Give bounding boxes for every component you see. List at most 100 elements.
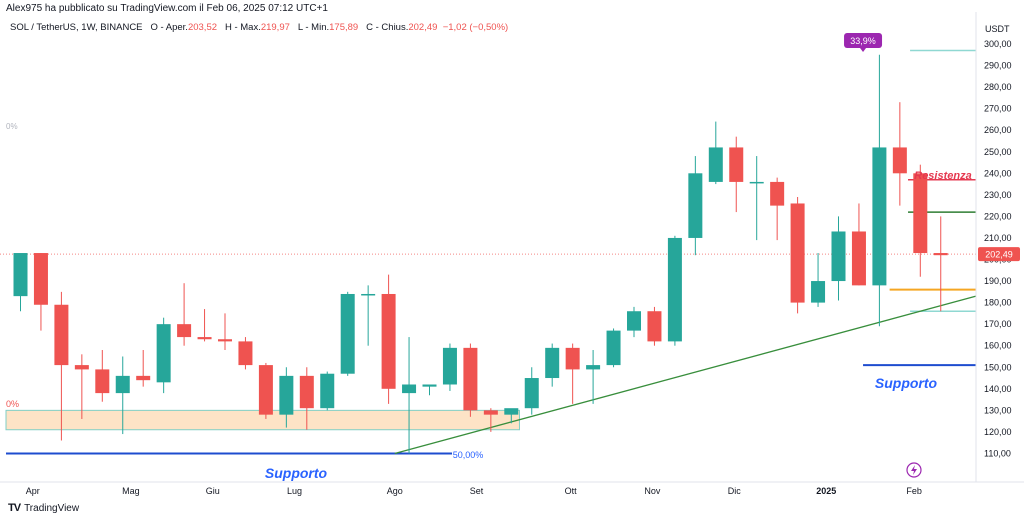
y-tick-label: 130,00 xyxy=(984,405,1012,415)
x-tick-label: Apr xyxy=(26,486,40,496)
symbol-name: SOL / TetherUS, 1W, BINANCE xyxy=(10,22,143,33)
close-value: 202,49 xyxy=(408,22,438,33)
candle-body xyxy=(13,253,28,297)
current-price-text: 202,49 xyxy=(985,250,1013,260)
candle-body xyxy=(483,410,498,415)
candle-body xyxy=(770,181,785,206)
high-label: H - Max. xyxy=(224,22,261,33)
tradingview-logo-icon: TV xyxy=(8,502,21,514)
candle-body xyxy=(606,330,621,366)
candle-body xyxy=(790,203,805,303)
candle-body xyxy=(74,365,89,370)
candle-body xyxy=(504,408,519,415)
footer-brand: TradingView xyxy=(24,502,80,514)
y-tick-label: 290,00 xyxy=(984,61,1012,71)
y-tick-label: 260,00 xyxy=(984,125,1012,135)
candle-body xyxy=(177,324,192,338)
low-value: 175,89 xyxy=(329,22,359,33)
candle-body xyxy=(463,347,478,411)
candle-body xyxy=(402,384,417,394)
footer: TV TradingView xyxy=(8,502,79,514)
candle-body xyxy=(422,384,437,387)
y-tick-label: 140,00 xyxy=(984,384,1012,394)
candle-body xyxy=(545,347,560,379)
percent-badge xyxy=(844,33,883,48)
candle-body xyxy=(586,365,601,370)
high-value: 219,97 xyxy=(260,22,290,33)
candle-body xyxy=(831,231,846,282)
candle-body xyxy=(115,375,130,394)
candle-body xyxy=(33,253,48,305)
x-tick-label: Lug xyxy=(287,486,302,496)
fib-label: 50,00% xyxy=(453,450,484,460)
y-tick-label: 270,00 xyxy=(984,104,1012,114)
x-tick-label: Feb xyxy=(906,486,922,496)
candle-body xyxy=(565,347,580,370)
close-label: C - Chius. xyxy=(366,22,409,33)
y-tick-label: 160,00 xyxy=(984,341,1012,351)
y-tick-label: 220,00 xyxy=(984,211,1012,221)
candle-body xyxy=(258,365,273,415)
candle-body xyxy=(749,181,764,184)
candle-body xyxy=(361,293,376,296)
symbol-legend: SOL / TetherUS, 1W, BINANCE O - Aper.203… xyxy=(10,22,508,33)
candle-body xyxy=(197,337,212,340)
candle-body xyxy=(279,375,294,415)
x-tick-label: 2025 xyxy=(816,486,836,496)
y-tick-label: 170,00 xyxy=(984,319,1012,329)
resistance-label: Resistenza xyxy=(914,170,971,182)
x-tick-label: Ago xyxy=(387,486,403,496)
candle-body xyxy=(136,375,151,381)
open-value: 203,52 xyxy=(187,22,218,33)
candle-body xyxy=(872,147,887,286)
candle-body xyxy=(340,293,355,374)
candle-body xyxy=(627,311,641,331)
current-price-tag xyxy=(978,247,1020,262)
candle-body xyxy=(913,173,928,254)
y-tick-label: 150,00 xyxy=(984,362,1012,372)
candle-body xyxy=(320,373,335,409)
y-tick-label: 300,00 xyxy=(984,39,1012,49)
y-tick-label: 240,00 xyxy=(984,168,1012,178)
candle-body xyxy=(442,347,457,385)
x-tick-label: Dic xyxy=(728,486,741,496)
candle-body xyxy=(811,281,826,303)
publisher-header: Alex975 ha pubblicato su TradingView.com… xyxy=(6,3,328,14)
y-tick-label: 250,00 xyxy=(984,147,1012,157)
x-tick-label: Nov xyxy=(644,486,661,496)
candle-body xyxy=(54,304,69,366)
candle-body xyxy=(524,378,539,409)
candle-body xyxy=(218,339,232,342)
candle-body xyxy=(892,147,907,174)
y-tick-label: 210,00 xyxy=(984,233,1012,243)
support-label-left: Supporto xyxy=(265,465,328,481)
open-label: O - Aper. xyxy=(150,22,188,33)
candle-body xyxy=(381,293,396,389)
candle-body xyxy=(95,369,110,394)
lightning-bolt-shape xyxy=(911,465,917,475)
left-percent-label-faint: 0% xyxy=(6,122,18,131)
candle-body xyxy=(238,341,253,366)
x-tick-label: Ott xyxy=(565,486,578,496)
candle-body xyxy=(851,231,866,286)
y-tick-label: 280,00 xyxy=(984,82,1012,92)
left-percent-label: 0% xyxy=(6,399,19,409)
y-tick-label: 120,00 xyxy=(984,427,1012,437)
percent-badge-text: 33,9% xyxy=(850,36,876,46)
x-tick-label: Mag xyxy=(122,486,140,496)
y-tick-label: 180,00 xyxy=(984,298,1012,308)
percent-badge-pointer xyxy=(860,48,867,52)
candle-body xyxy=(688,173,703,238)
support-label-right: Supporto xyxy=(875,375,938,391)
x-tick-label: Giu xyxy=(206,486,220,496)
candle-body xyxy=(667,237,682,342)
y-tick-label: 190,00 xyxy=(984,276,1012,286)
candle-body xyxy=(647,311,662,342)
candle-body xyxy=(299,375,314,409)
y-tick-label: 110,00 xyxy=(984,448,1011,458)
candle-body xyxy=(729,147,744,182)
candle-body xyxy=(156,324,171,383)
currency-label: USDT xyxy=(985,24,1010,34)
low-label: L - Min. xyxy=(297,22,330,33)
